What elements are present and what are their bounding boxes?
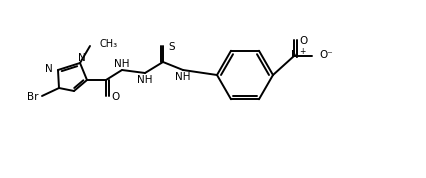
Text: S: S	[168, 42, 175, 52]
Text: +: +	[299, 46, 305, 56]
Text: O⁻: O⁻	[319, 50, 333, 60]
Text: CH₃: CH₃	[99, 39, 117, 49]
Text: O: O	[299, 36, 307, 46]
Text: NH: NH	[137, 75, 153, 85]
Text: N: N	[45, 64, 53, 74]
Text: N: N	[78, 53, 86, 63]
Text: NH: NH	[175, 72, 191, 82]
Text: O: O	[111, 92, 119, 102]
Text: NH: NH	[114, 59, 130, 69]
Text: N: N	[291, 50, 299, 60]
Text: Br: Br	[28, 92, 39, 102]
